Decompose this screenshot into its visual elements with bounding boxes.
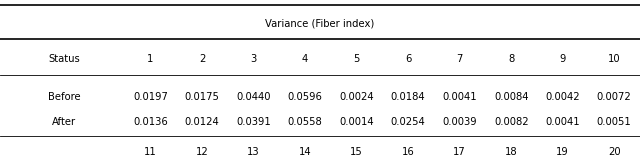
Text: Before: Before [48,92,80,102]
Text: 12: 12 [196,147,209,157]
Text: 0.0072: 0.0072 [597,92,632,102]
Text: 7: 7 [456,54,463,64]
Text: Status: Status [48,54,80,64]
Text: 14: 14 [299,147,312,157]
Text: 0.0136: 0.0136 [133,117,168,127]
Text: 0.0084: 0.0084 [494,92,529,102]
Text: 0.0051: 0.0051 [597,117,632,127]
Text: After: After [52,117,76,127]
Text: 0.0391: 0.0391 [236,117,271,127]
Text: Variance (Fiber index): Variance (Fiber index) [266,18,374,28]
Text: 0.0558: 0.0558 [288,117,323,127]
Text: 0.0440: 0.0440 [236,92,271,102]
Text: 0.0041: 0.0041 [545,117,580,127]
Text: 0.0175: 0.0175 [185,92,220,102]
Text: 17: 17 [453,147,466,157]
Text: 0.0124: 0.0124 [185,117,220,127]
Text: 0.0082: 0.0082 [494,117,529,127]
Text: 13: 13 [247,147,260,157]
Text: 4: 4 [302,54,308,64]
Text: 10: 10 [608,54,621,64]
Text: 0.0596: 0.0596 [288,92,323,102]
Text: 0.0014: 0.0014 [339,117,374,127]
Text: 0.0024: 0.0024 [339,92,374,102]
Text: 0.0197: 0.0197 [133,92,168,102]
Text: 0.0184: 0.0184 [391,92,426,102]
Text: 1: 1 [147,54,154,64]
Text: 0.0254: 0.0254 [391,117,426,127]
Text: 5: 5 [353,54,360,64]
Text: 8: 8 [508,54,515,64]
Text: 19: 19 [556,147,569,157]
Text: 20: 20 [608,147,621,157]
Text: 0.0042: 0.0042 [545,92,580,102]
Text: 16: 16 [402,147,415,157]
Text: 2: 2 [199,54,205,64]
Text: 0.0041: 0.0041 [442,92,477,102]
Text: 3: 3 [250,54,257,64]
Text: 9: 9 [559,54,566,64]
Text: 11: 11 [144,147,157,157]
Text: 0.0039: 0.0039 [442,117,477,127]
Text: 6: 6 [405,54,412,64]
Text: 15: 15 [350,147,363,157]
Text: 18: 18 [505,147,518,157]
